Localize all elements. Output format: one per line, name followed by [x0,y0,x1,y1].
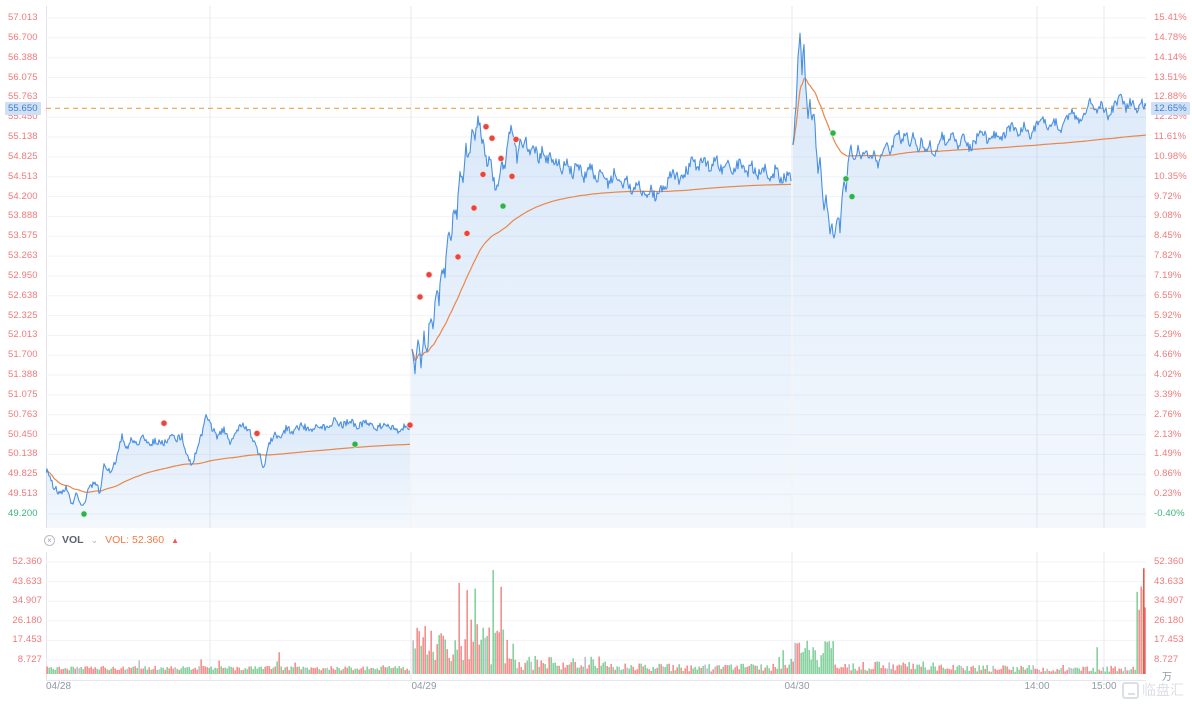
indicator-name-label: VOL [62,534,84,546]
price-tick-label: 51.700 [8,349,38,361]
price-tick-label: 49.513 [8,488,38,500]
plot-left-border [46,6,47,528]
volume-tick-label: 26.180 [12,614,42,626]
price-tick-label: 56.700 [8,31,38,43]
price-tick-label: 55.450 [8,111,38,123]
percent-tick-label: 7.19% [1154,269,1182,281]
percent-tick-label: 10.35% [1154,170,1187,182]
percent-tick-label: -0.40% [1154,508,1185,519]
percent-tick-label: 2.13% [1154,428,1182,440]
chevron-down-icon[interactable]: ⌄ [90,534,99,545]
percent-tick-label: 4.66% [1154,349,1182,361]
price-tick-label: 49.825 [8,468,38,480]
price-tick-label: 54.200 [8,190,38,202]
volume-bars-svg [46,552,1146,680]
volume-tick-label: 34.907 [12,595,42,607]
percent-tick-label: 2.76% [1154,408,1182,420]
indicator-value-label: VOL: 52.360 [105,534,165,546]
percent-tick-label: 9.72% [1154,190,1182,202]
watermark-text: 临盘汇 [1142,683,1184,699]
volume-tick-label: 8.727 [17,654,42,665]
volume-indicator-header[interactable]: × VOL ⌄ VOL: 52.360 ▲ [44,532,179,548]
percent-tick-label: 1.49% [1154,448,1182,460]
volume-tick-label-right: 8.727 [1154,654,1179,665]
watermark: 临盘汇 [1122,680,1184,700]
price-plot-area[interactable] [46,6,1146,528]
volume-tick-label-right: 34.907 [1154,595,1184,607]
percent-tick-label: 6.55% [1154,289,1182,301]
volume-tick-label-right: 52.360 [1154,556,1184,567]
percent-tick-label: 4.02% [1154,369,1182,381]
volume-tick-label: 52.360 [12,556,42,567]
price-tick-label: 50.138 [8,448,38,460]
price-tick-label: 54.513 [8,170,38,182]
price-tick-label: 52.950 [8,269,38,281]
price-tick-label: 49.200 [8,508,38,519]
price-tick-label: 50.763 [8,408,38,420]
x-axis: 04/28 04/29 04/30 14:00 15:00 [0,681,1192,701]
price-tick-label: 51.075 [8,388,38,400]
percent-tick-label: 0.86% [1154,468,1182,480]
volume-plot-area[interactable] [46,552,1146,680]
close-icon[interactable]: × [44,534,55,546]
volume-tick-label-right: 17.453 [1154,634,1184,646]
volume-left-border [46,552,47,680]
percent-tick-label: 14.78% [1154,31,1187,43]
percent-tick-label: 7.82% [1154,250,1182,262]
price-tick-label: 56.388 [8,51,38,63]
volume-tick-label-right: 26.180 [1154,614,1184,626]
volume-tick-label: 17.453 [12,634,42,646]
percent-tick-label: 9.08% [1154,210,1182,222]
price-series-svg [46,6,1146,528]
price-tick-label: 52.325 [8,309,38,321]
price-tick-label: 53.263 [8,250,38,262]
price-tick-label: 51.388 [8,369,38,381]
percent-tick-label: 5.29% [1154,329,1182,341]
x-axis-tick-label: 14:00 [1024,681,1050,692]
percent-tick-label: 12.88% [1154,91,1187,103]
percent-tick-label: 5.92% [1154,309,1182,321]
percent-tick-label: 13.51% [1154,71,1187,83]
price-tick-label: 57.013 [8,12,38,23]
x-axis-tick-label: 04/28 [46,681,72,692]
volume-unit-label: 万 [1162,672,1172,683]
percent-tick-label: 12.25% [1154,111,1187,123]
x-axis-tick-label: 04/30 [784,681,810,692]
current-price-badge: 55.650 [5,102,41,116]
price-tick-label: 56.075 [8,71,38,83]
current-percent-badge: 12.65% [1151,102,1190,116]
volume-tick-label-right: 43.633 [1154,575,1184,587]
percent-tick-label: 8.45% [1154,230,1182,242]
percent-tick-label: 0.23% [1154,488,1182,500]
price-tick-label: 53.575 [8,230,38,242]
percent-tick-label: 15.41% [1154,12,1187,23]
x-axis-line [46,680,1146,681]
trend-up-icon: ▲ [171,535,180,545]
price-tick-label: 53.888 [8,210,38,222]
x-axis-tick-label: 04/29 [411,681,437,692]
percent-tick-label: 10.98% [1154,150,1187,162]
price-tick-label: 52.638 [8,289,38,301]
x-axis-tick-label: 15:00 [1091,681,1117,692]
price-tick-label: 55.763 [8,91,38,103]
price-tick-label: 55.138 [8,131,38,143]
price-tick-label: 54.825 [8,150,38,162]
percent-tick-label: 11.61% [1154,131,1187,143]
logo-icon [1122,681,1139,699]
volume-tick-label: 43.633 [12,575,42,587]
percent-tick-label: 14.14% [1154,51,1187,63]
price-tick-label: 52.013 [8,329,38,341]
percent-tick-label: 3.39% [1154,388,1182,400]
price-tick-label: 50.450 [8,428,38,440]
